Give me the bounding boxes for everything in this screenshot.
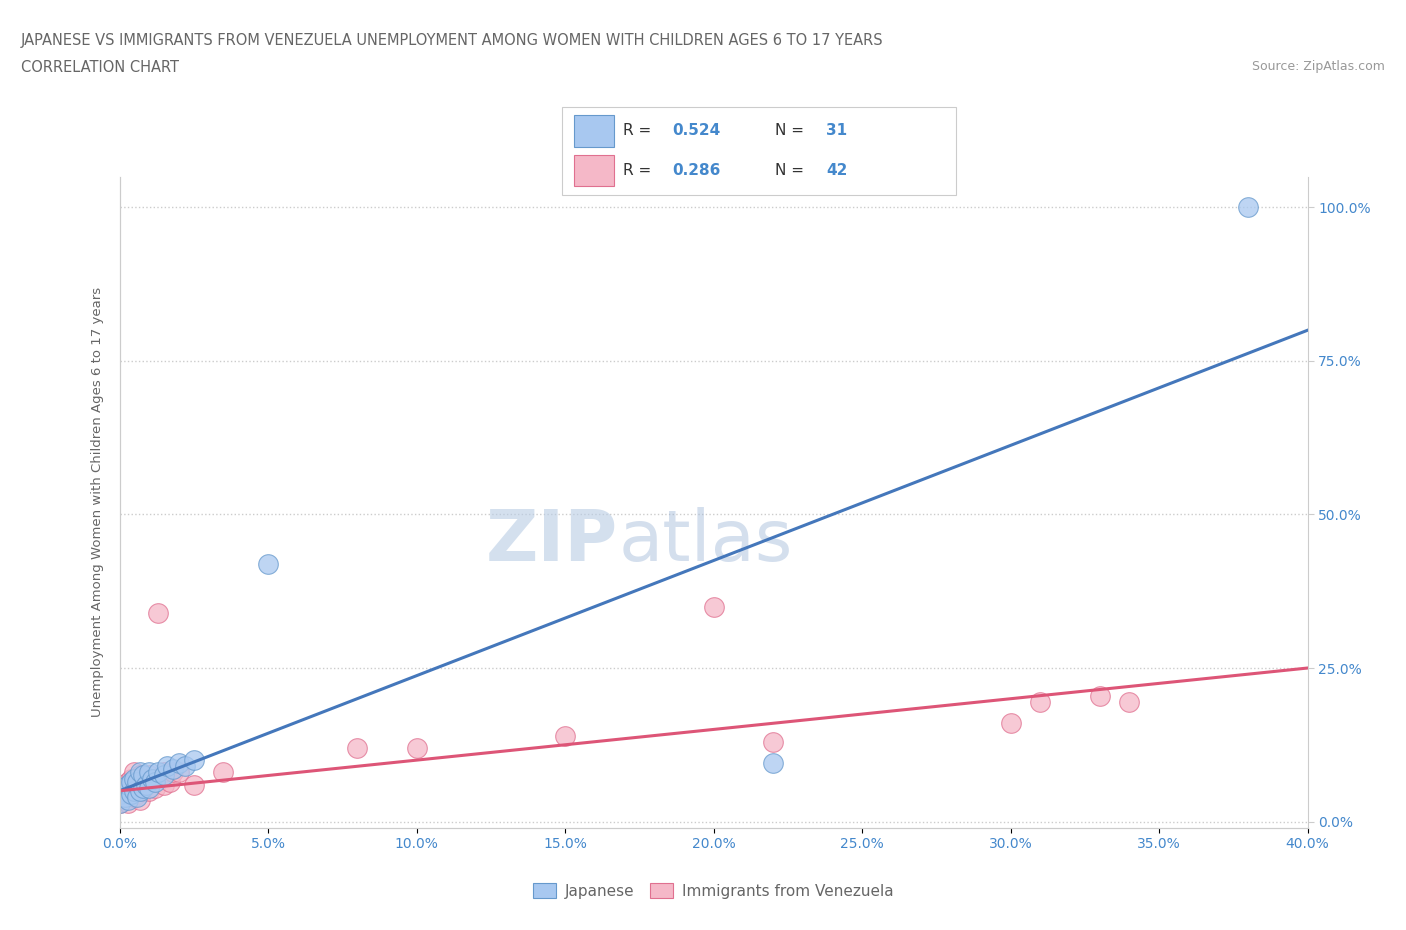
Point — [132, 783, 155, 798]
Point — [132, 771, 155, 786]
Point — [124, 771, 146, 786]
Point — [1029, 695, 1052, 710]
Point — [108, 796, 131, 811]
Text: R =: R = — [623, 124, 657, 139]
Point — [135, 777, 157, 792]
Point — [162, 765, 184, 780]
Point — [129, 780, 152, 795]
Point — [146, 765, 169, 780]
Legend: Japanese, Immigrants from Venezuela: Japanese, Immigrants from Venezuela — [527, 877, 900, 905]
Point — [143, 774, 166, 789]
Point — [138, 765, 160, 780]
Text: JAPANESE VS IMMIGRANTS FROM VENEZUELA UNEMPLOYMENT AMONG WOMEN WITH CHILDREN AGE: JAPANESE VS IMMIGRANTS FROM VENEZUELA UN… — [21, 33, 884, 47]
Point — [127, 774, 149, 789]
Point — [132, 768, 155, 783]
Point — [120, 774, 142, 789]
Point — [257, 556, 280, 571]
Point — [117, 792, 139, 807]
Point — [183, 777, 205, 792]
Point — [212, 765, 235, 780]
Point — [129, 768, 152, 783]
Point — [1088, 688, 1111, 703]
Point — [111, 790, 134, 804]
Text: 0.524: 0.524 — [672, 124, 721, 139]
Point — [162, 762, 184, 777]
Point — [138, 783, 160, 798]
Point — [124, 777, 146, 792]
Point — [141, 774, 163, 789]
Point — [127, 790, 149, 804]
Point — [129, 783, 152, 798]
Point — [129, 792, 152, 807]
Point — [129, 765, 152, 780]
Point — [117, 796, 139, 811]
Point — [762, 735, 785, 750]
Point — [108, 796, 131, 811]
Point — [108, 777, 131, 792]
Point — [138, 780, 160, 795]
Point — [183, 752, 205, 767]
FancyBboxPatch shape — [574, 115, 613, 147]
Text: 31: 31 — [827, 124, 848, 139]
Point — [138, 768, 160, 783]
Text: 0.286: 0.286 — [672, 163, 721, 178]
Point — [124, 790, 146, 804]
Text: N =: N = — [775, 124, 808, 139]
Point — [120, 787, 142, 802]
Point — [124, 783, 146, 798]
Point — [114, 792, 136, 807]
Text: N =: N = — [775, 163, 808, 178]
Point — [117, 774, 139, 789]
Point — [146, 605, 169, 620]
Point — [108, 787, 131, 802]
Point — [346, 740, 368, 755]
Point — [114, 780, 136, 795]
Point — [173, 759, 195, 774]
Text: ZIP: ZIP — [486, 507, 619, 576]
Text: Source: ZipAtlas.com: Source: ZipAtlas.com — [1251, 60, 1385, 73]
Point — [167, 756, 190, 771]
Point — [108, 780, 131, 795]
Point — [762, 756, 785, 771]
Point — [153, 768, 176, 783]
Point — [117, 777, 139, 792]
FancyBboxPatch shape — [574, 154, 613, 186]
Point — [153, 777, 176, 792]
Point — [167, 765, 190, 780]
Point — [143, 780, 166, 795]
Point — [156, 759, 179, 774]
Point — [114, 790, 136, 804]
Point — [159, 774, 181, 789]
Point — [1118, 695, 1140, 710]
Point — [120, 771, 142, 786]
Point — [153, 765, 176, 780]
Point — [141, 771, 163, 786]
Point — [135, 777, 157, 792]
Point — [405, 740, 427, 755]
Text: R =: R = — [623, 163, 657, 178]
Point — [127, 774, 149, 789]
Point — [1000, 716, 1022, 731]
Point — [132, 780, 155, 795]
Point — [124, 765, 146, 780]
Point — [1237, 200, 1260, 215]
Point — [108, 787, 131, 802]
Text: 42: 42 — [827, 163, 848, 178]
Point — [120, 787, 142, 802]
Point — [127, 787, 149, 802]
Point — [702, 599, 725, 614]
FancyBboxPatch shape — [562, 107, 956, 195]
Text: CORRELATION CHART: CORRELATION CHART — [21, 60, 179, 75]
Point — [554, 728, 576, 743]
Text: atlas: atlas — [619, 507, 793, 576]
Y-axis label: Unemployment Among Women with Children Ages 6 to 17 years: Unemployment Among Women with Children A… — [90, 287, 104, 717]
